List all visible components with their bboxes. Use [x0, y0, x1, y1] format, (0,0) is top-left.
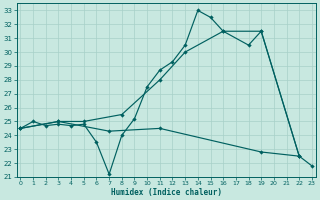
X-axis label: Humidex (Indice chaleur): Humidex (Indice chaleur): [111, 188, 222, 197]
